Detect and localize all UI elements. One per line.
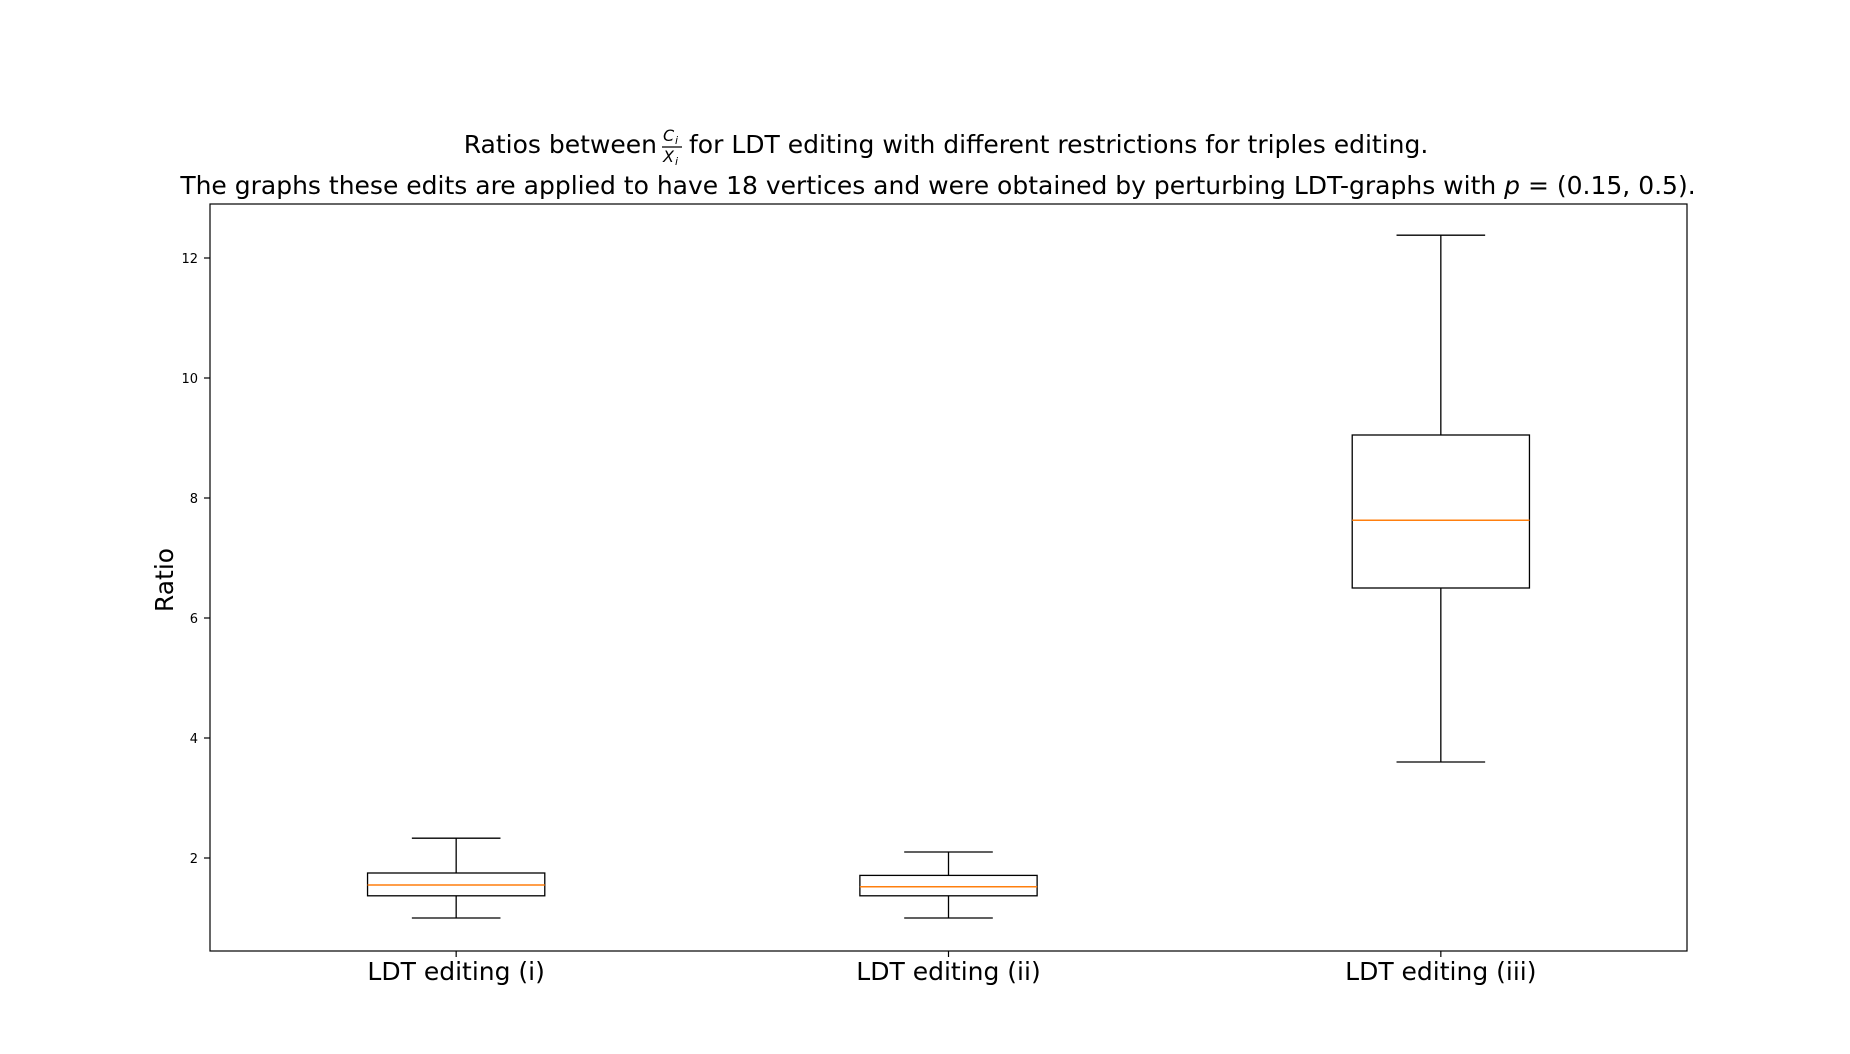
- y-tick-label: 10: [181, 372, 198, 387]
- title-fraction: C i X i: [662, 126, 682, 168]
- box-iqr: [1351, 434, 1531, 589]
- box-1: [366, 837, 546, 919]
- x-tick-label: LDT editing (ii): [856, 957, 1040, 986]
- x-axis-ticks: LDT editing (i) LDT editing (ii) LDT editi…: [367, 951, 1537, 986]
- y-axis-label: Ratio: [150, 548, 179, 612]
- y-axis-ticks: 2 4 6 8 10 12: [181, 252, 210, 867]
- x-tick-label: LDT editing (i): [367, 957, 544, 986]
- boxes-group: [366, 234, 1531, 919]
- y-tick-label: 8: [190, 492, 198, 507]
- box-3: [1351, 234, 1531, 763]
- y-tick-label: 4: [190, 732, 198, 747]
- y-tick-label: 12: [181, 252, 198, 267]
- fraction-numerator: C: [663, 126, 675, 145]
- plot-area: [209, 203, 1688, 952]
- fraction-denominator: X: [662, 147, 675, 166]
- title-line2-after: = (0.15, 0.5).: [1520, 171, 1696, 200]
- title-line2: The graphs these edits are applied to ha…: [179, 171, 1695, 200]
- title-line1-after: for LDT editing with different restricti…: [689, 130, 1428, 159]
- box-2: [859, 851, 1038, 919]
- title-line2-before: The graphs these edits are applied to ha…: [179, 171, 1496, 200]
- box-iqr: [859, 874, 1038, 897]
- title-line2-var: p: [1503, 171, 1520, 200]
- title-line1-before: Ratios between: [464, 130, 657, 159]
- fraction-denominator-sub: i: [675, 155, 678, 168]
- fraction-numerator-sub: i: [675, 134, 678, 147]
- x-tick-label: LDT editing (iii): [1345, 957, 1536, 986]
- y-tick-label: 6: [190, 612, 198, 627]
- y-tick-label: 2: [190, 852, 198, 867]
